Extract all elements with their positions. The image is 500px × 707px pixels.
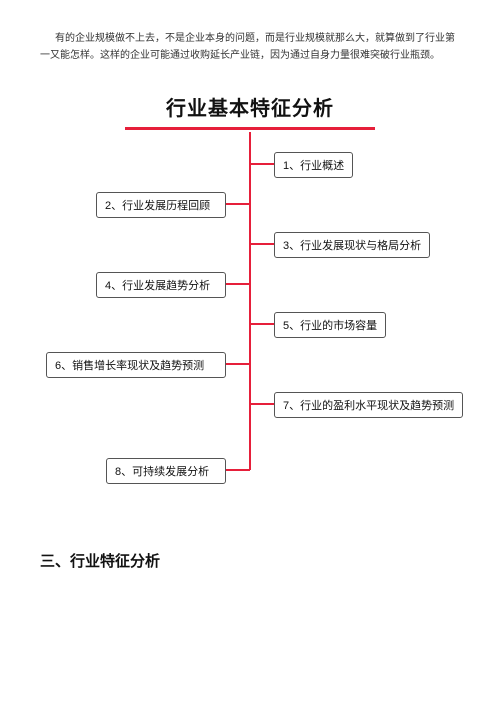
diagram-node: 7、行业的盈利水平现状及趋势预测 <box>274 392 463 418</box>
diagram-branch <box>226 283 250 285</box>
diagram-branch <box>226 469 250 471</box>
diagram-node: 4、行业发展趋势分析 <box>96 272 226 298</box>
diagram-branch <box>226 363 250 365</box>
diagram-branch <box>226 203 250 205</box>
diagram-node: 6、销售增长率现状及趋势预测 <box>46 352 226 378</box>
diagram-branch <box>250 323 274 325</box>
diagram-node: 2、行业发展历程回顾 <box>96 192 226 218</box>
diagram-branch <box>250 243 274 245</box>
section-heading: 三、行业特征分析 <box>40 550 460 571</box>
intro-paragraph: 有的企业规模做不上去，不是企业本身的问题，而是行业规模就那么大，就算做到了行业第… <box>40 30 460 64</box>
diagram-spine <box>249 132 251 470</box>
industry-features-diagram: 1、行业概述 2、行业发展历程回顾 3、行业发展现状与格局分析 4、行业发展趋势分析 5… <box>40 130 460 510</box>
diagram-branch <box>250 403 274 405</box>
diagram-branch <box>250 163 274 165</box>
diagram-title: 行业基本特征分析 <box>40 92 460 127</box>
diagram-node: 1、行业概述 <box>274 152 353 178</box>
diagram-node: 5、行业的市场容量 <box>274 312 386 338</box>
diagram-node: 8、可持续发展分析 <box>106 458 226 484</box>
diagram-node: 3、行业发展现状与格局分析 <box>274 232 430 258</box>
